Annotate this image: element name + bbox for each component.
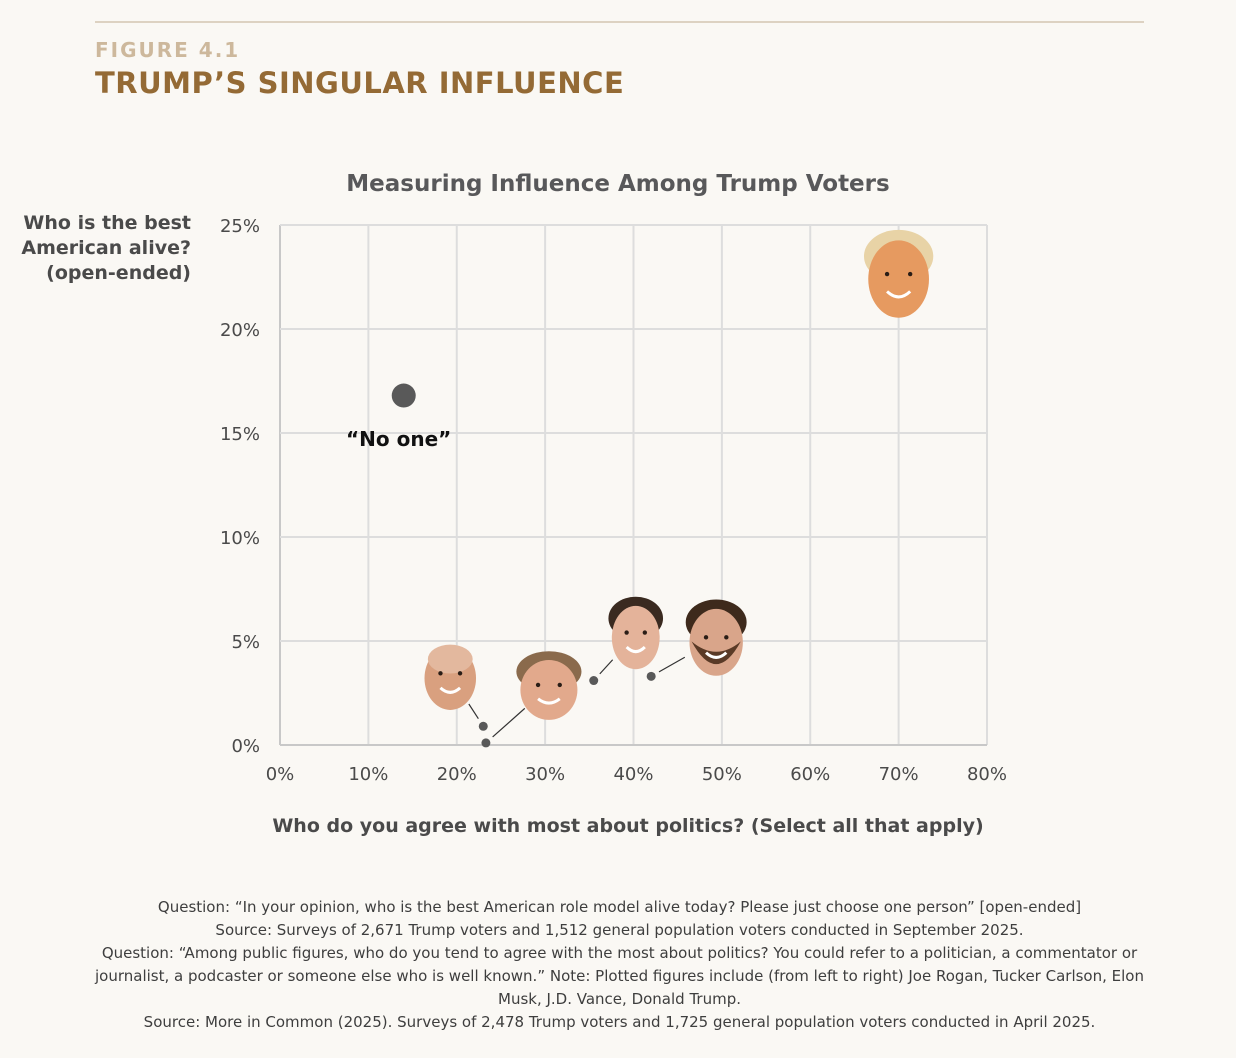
face-eye-donald-trump	[884, 271, 890, 277]
source-notes: Question: “In your opinion, who is the b…	[95, 896, 1144, 1034]
face-eye-joe-rogan	[457, 671, 463, 676]
top-rule	[95, 21, 1144, 23]
y-axis-title-line: Who is the best	[23, 212, 191, 234]
face-eye-elon-musk	[642, 630, 648, 635]
note-line: Source: More in Common (2025). Surveys o…	[143, 1013, 1096, 1031]
face-eye-elon-musk	[624, 630, 629, 635]
x-tick-label: 60%	[790, 764, 830, 785]
point-label-no-one: “No one”	[346, 427, 452, 451]
chart-title: Measuring Influence Among Trump Voters	[346, 171, 890, 197]
face-smile-joe-rogan	[439, 686, 462, 694]
y-tick-label: 15%	[220, 424, 260, 445]
y-tick-label: 5%	[231, 632, 260, 653]
y-axis-title: Who is the best American alive? (open-en…	[10, 211, 191, 286]
figure-label: FIGURE 4.1	[95, 38, 241, 62]
y-tick-label: 10%	[220, 528, 260, 549]
face-smile-donald-trump	[886, 290, 912, 299]
face-eye-tucker-carlson	[557, 682, 562, 688]
note-line: Question: “Among public figures, who do …	[95, 944, 1144, 1008]
x-tick-label: 80%	[967, 764, 1007, 785]
x-tick-label: 30%	[525, 764, 565, 785]
figure-title: TRUMP’S SINGULAR INFLUENCE	[95, 66, 625, 100]
y-tick-label: 0%	[231, 736, 260, 757]
face-marker-donald-trump	[868, 240, 929, 318]
connector-line	[468, 703, 479, 720]
face-smile-elon-musk	[625, 646, 646, 654]
data-point-dot	[589, 676, 599, 686]
face-marker-j-d-vance	[689, 608, 743, 676]
face-eye-donald-trump	[907, 271, 913, 277]
connector-line	[658, 656, 686, 673]
note-line: Source: Surveys of 2,671 Trump voters an…	[215, 921, 1024, 939]
data-point-no-one	[391, 383, 416, 408]
x-tick-label: 0%	[266, 764, 295, 785]
face-smile-tucker-carlson	[537, 697, 561, 705]
face-eye-j-d-vance	[703, 635, 709, 640]
face-beard-j-d-vance	[691, 641, 741, 665]
face-marker-elon-musk	[611, 605, 660, 670]
face-scalp-joe-rogan	[427, 644, 473, 674]
connector-line	[599, 659, 614, 675]
face-eye-joe-rogan	[438, 671, 443, 676]
y-axis-title-line: American alive?	[21, 237, 191, 259]
note-line: Question: “In your opinion, who is the b…	[157, 898, 1082, 916]
x-tick-label: 50%	[702, 764, 742, 785]
face-eye-tucker-carlson	[535, 682, 541, 688]
x-tick-label: 70%	[879, 764, 919, 785]
data-point-dot	[481, 738, 491, 748]
data-point-dot	[646, 671, 656, 681]
x-tick-label: 40%	[613, 764, 653, 785]
x-tick-label: 20%	[437, 764, 477, 785]
x-axis-title: Who do you agree with most about politic…	[272, 815, 984, 837]
face-marker-tucker-carlson	[520, 660, 578, 720]
face-eye-j-d-vance	[724, 635, 729, 640]
y-axis-title-line: (open-ended)	[46, 262, 191, 284]
y-tick-label: 20%	[220, 320, 260, 341]
connector-line	[492, 707, 526, 738]
face-smile-j-d-vance	[705, 651, 728, 659]
y-tick-label: 25%	[220, 216, 260, 237]
x-tick-label: 10%	[348, 764, 388, 785]
data-point-dot	[478, 721, 488, 731]
